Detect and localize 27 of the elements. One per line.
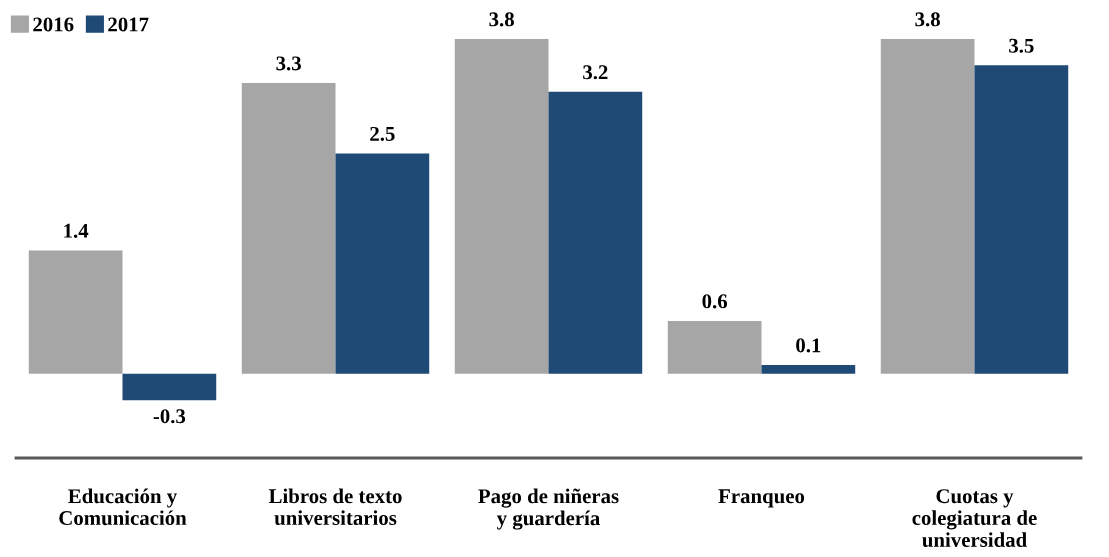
data-label: 3.8 bbox=[915, 12, 940, 27]
bar bbox=[548, 91, 643, 374]
data-label: -0.3 bbox=[153, 409, 186, 424]
data-label: 0.1 bbox=[796, 338, 821, 353]
bar bbox=[974, 65, 1069, 374]
x-tick-label: Cuotas y colegiatura de universidad bbox=[912, 489, 1037, 547]
x-tick-label: Pago de niñeras y guardería bbox=[478, 488, 619, 530]
data-label: 3.2 bbox=[583, 65, 608, 80]
data-label: 1.4 bbox=[64, 223, 89, 238]
bar bbox=[454, 38, 549, 374]
legend-label: 2016 bbox=[33, 17, 74, 32]
x-tick-label: Franqueo bbox=[718, 489, 805, 508]
bar bbox=[880, 38, 975, 374]
data-label: 0.6 bbox=[702, 294, 728, 309]
bar bbox=[28, 250, 123, 374]
bar bbox=[122, 373, 217, 401]
data-label: 3.5 bbox=[1009, 38, 1034, 53]
legend-label: 2017 bbox=[108, 17, 149, 32]
bar bbox=[667, 320, 762, 374]
bar bbox=[761, 364, 856, 374]
x-tick-label: Educación y Comunicación bbox=[59, 488, 187, 526]
x-tick-label: Libros de texto universitarios bbox=[268, 488, 402, 526]
bar bbox=[241, 82, 336, 374]
data-label: 3.3 bbox=[276, 56, 301, 71]
data-label: 2.5 bbox=[370, 126, 395, 141]
bar bbox=[335, 153, 430, 374]
data-label: 3.8 bbox=[489, 12, 514, 27]
